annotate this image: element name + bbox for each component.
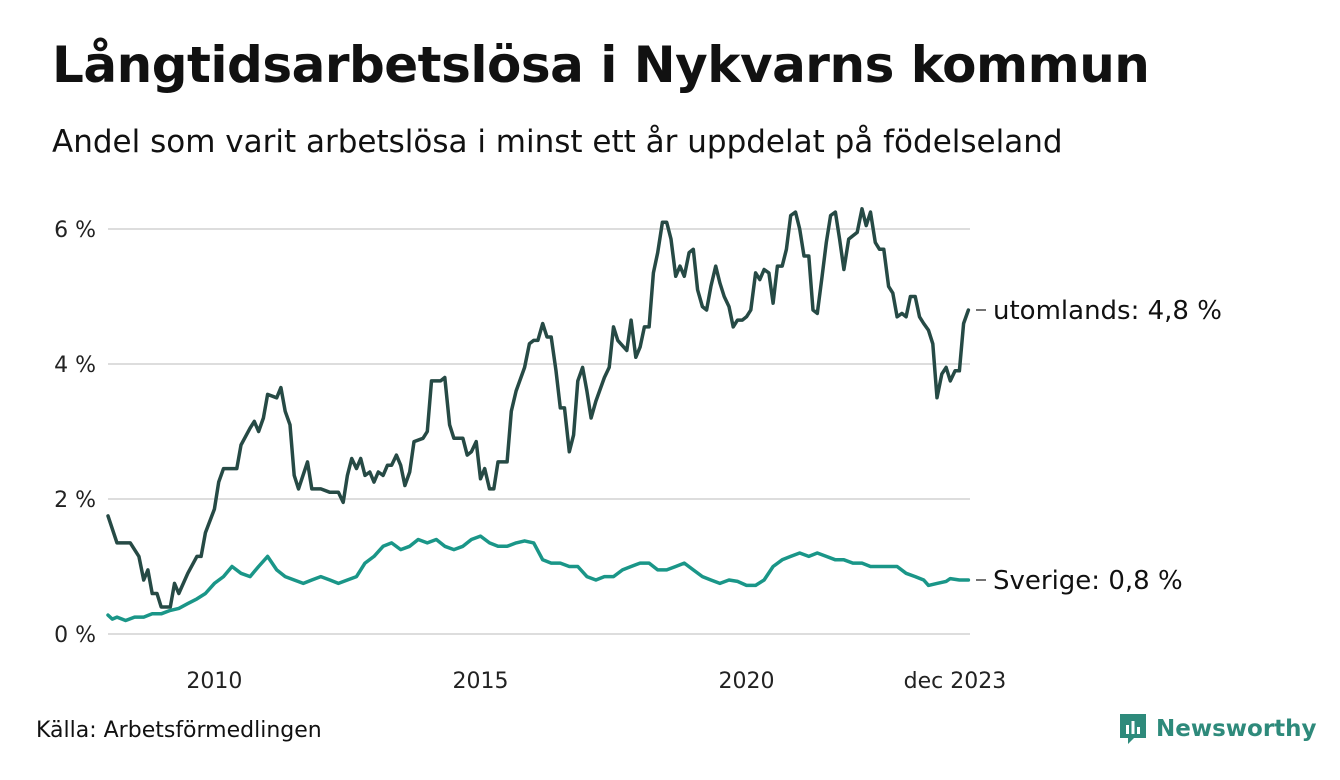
series-lines (106, 207, 971, 623)
x-tick-label: dec 2023 (904, 669, 1007, 694)
brand-name: Newsworthy (1156, 716, 1317, 742)
series-label-sverige: Sverige: 0,8 % (993, 566, 1183, 596)
y-tick-label: 0 % (54, 623, 96, 648)
chart-title: Långtidsarbetslösa i Nykvarns kommun (52, 36, 1150, 94)
newsworthy-icon (1120, 714, 1146, 744)
gridlines (108, 228, 970, 635)
newsworthy-logo: Newsworthy (1118, 712, 1317, 746)
series-labels: utomlands: 4,8 % Sverige: 0,8 % (976, 296, 1222, 596)
source-note: Källa: Arbetsförmedlingen (36, 718, 322, 743)
y-tick-label: 2 % (54, 488, 96, 513)
x-axis-ticks: 2010 2015 2020 dec 2023 (186, 669, 1006, 694)
chart-subtitle: Andel som varit arbetslösa i minst ett å… (52, 124, 1063, 160)
series-line-sverige (106, 534, 971, 623)
x-tick-label: 2015 (452, 669, 508, 694)
y-tick-label: 6 % (54, 218, 96, 243)
y-axis-ticks: 0 % 2 % 4 % 6 % (54, 218, 96, 648)
series-line-utomlands (106, 207, 971, 609)
series-label-utomlands: utomlands: 4,8 % (993, 296, 1222, 326)
x-tick-label: 2020 (719, 669, 775, 694)
line-chart: 0 % 2 % 4 % 6 % 2010 2015 2020 dec 2023 utomla… (54, 207, 1222, 694)
y-tick-label: 4 % (54, 353, 96, 378)
x-tick-label: 2010 (186, 669, 242, 694)
